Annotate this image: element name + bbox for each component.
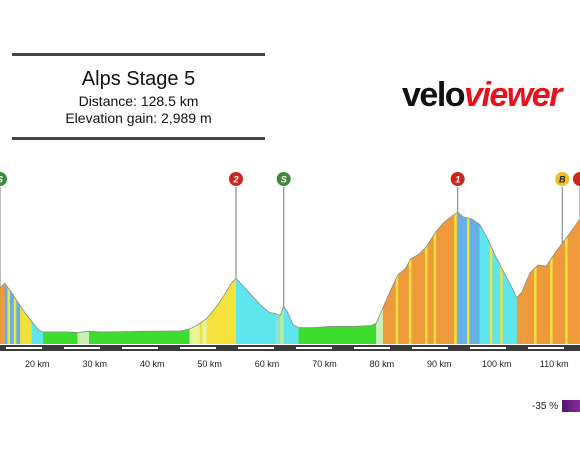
x-tick-label: 100 km [482, 359, 512, 369]
gradient-segment [275, 212, 281, 344]
logo-viewer: viewer [464, 76, 562, 114]
gradient-segment [20, 212, 32, 344]
gradient-stripe [425, 212, 428, 344]
gradient-segment [189, 212, 208, 344]
gradient-segment [376, 212, 384, 344]
gradient-segment [4, 212, 21, 344]
climb-marker [554, 171, 571, 187]
gradient-stripe [408, 212, 412, 344]
gradient-segment [0, 212, 5, 344]
climb-marker [228, 171, 244, 187]
gradient-segment [298, 212, 377, 344]
legend-label: -35 % [532, 400, 559, 412]
gradient-stripe [228, 212, 231, 344]
gradient-segment [516, 212, 580, 344]
base-bar-dash [470, 347, 506, 349]
gradient-stripe [550, 212, 553, 344]
gradient-segment [77, 212, 90, 344]
stage-distance: Distance: 128.5 km [78, 93, 199, 109]
stage-title-box: Alps Stage 5 Distance: 128.5 km Elevatio… [12, 53, 265, 140]
climb-marker [449, 171, 466, 187]
climb-marker-label: B [559, 175, 566, 185]
x-tick-label: 70 km [312, 359, 337, 369]
x-tick-label: 60 km [255, 359, 280, 369]
base-bar-dash [528, 347, 564, 349]
stage-title: Alps Stage 5 [81, 68, 196, 90]
gradient-legend: -35 % [532, 399, 580, 413]
climb-marker [572, 171, 580, 187]
title-bottom-rule [12, 137, 265, 140]
base-bar-dash [6, 347, 42, 349]
climb-marker-label: 2 [232, 175, 238, 185]
x-tick-label: 110 km [540, 359, 569, 369]
base-bar-dash [296, 347, 332, 349]
legend-color-bar [562, 400, 580, 412]
gradient-segment [283, 212, 299, 344]
base-bar-dash [180, 347, 216, 349]
gradient-segment [206, 212, 237, 344]
x-tick-label: 50 km [197, 359, 222, 369]
climb-markers: S 2 S 1 B [0, 171, 580, 187]
climb-marker [275, 171, 292, 187]
stage-elevation-gain: Elevation gain: 2,989 m [65, 110, 212, 126]
distance-base-bar [0, 345, 580, 351]
gradient-stripe [395, 212, 399, 344]
gradient-segment [236, 212, 276, 344]
gradient-stripe [213, 212, 217, 344]
x-tick-label: 80 km [370, 359, 395, 369]
gradient-stripe [433, 212, 437, 344]
gradient-segment [479, 212, 518, 344]
marker-lines [0, 186, 580, 307]
base-bar-dashes [6, 347, 564, 349]
x-tick-label: 20 km [25, 359, 50, 369]
gradient-stripe [489, 212, 493, 344]
climb-marker-label: 1 [455, 175, 460, 185]
climb-marker-label: S [0, 175, 3, 185]
gradient-stripe [534, 212, 537, 344]
gradient-stripe [7, 212, 10, 344]
gradient-segment [31, 212, 44, 344]
gradient-segment [89, 212, 190, 344]
gradient-stripe [500, 212, 503, 344]
x-axis-ticks: 20 km 30 km 40 km 50 km 60 km 70 km 80 km 90 km… [25, 359, 569, 369]
gradient-segment [383, 212, 459, 344]
gradient-stripe [221, 212, 225, 344]
x-tick-label: 40 km [140, 359, 165, 369]
gradient-fill [0, 212, 580, 344]
x-tick-label: 90 km [427, 359, 452, 369]
base-bar-dash [238, 347, 274, 349]
veloviewer-logo: veloviewer [402, 76, 562, 114]
gradient-stripe [466, 212, 470, 344]
climb-marker-label: S [281, 175, 287, 185]
profile-outline [0, 211, 580, 333]
gradient-segment [43, 212, 78, 344]
base-bar-dash [122, 347, 158, 349]
gradient-stripe [454, 212, 457, 344]
climb-marker [0, 171, 8, 187]
title-top-rule [12, 53, 265, 56]
gradient-stripe [13, 212, 17, 344]
x-tick-label: 30 km [83, 359, 108, 369]
base-bar-dash [354, 347, 390, 349]
base-bar-dash [412, 347, 448, 349]
logo-velo: velo [402, 76, 466, 114]
base-bar-dash [64, 347, 100, 349]
gradient-stripe [565, 212, 568, 344]
